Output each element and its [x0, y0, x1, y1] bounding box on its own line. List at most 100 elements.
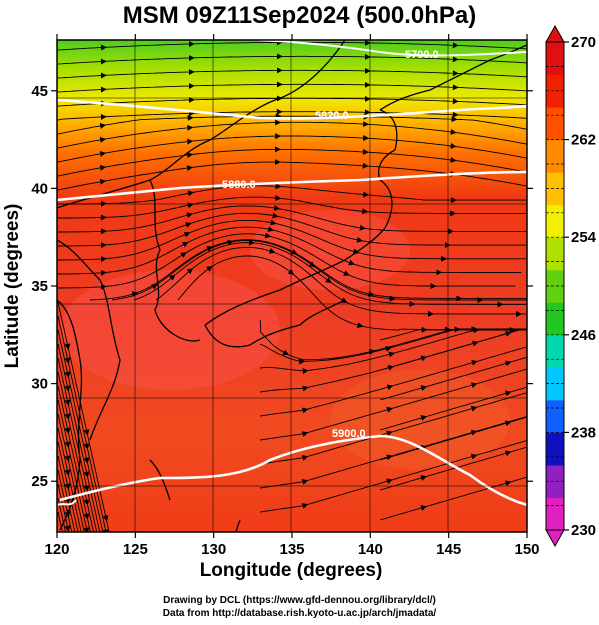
colorbar-label: 230 [571, 522, 596, 539]
streamline-arrow [386, 406, 393, 413]
streamline-arrow [83, 485, 90, 492]
colorbar-segment [546, 399, 564, 433]
streamline-arrow [420, 385, 428, 391]
streamline-arrow [206, 246, 213, 252]
streamline [57, 399, 88, 532]
streamline [57, 83, 527, 93]
streamline-arrow [64, 441, 71, 448]
streamline [155, 246, 527, 315]
streamline-arrow [186, 268, 194, 275]
colorbar-label: 270 [571, 34, 596, 51]
streamline-arrow [183, 231, 191, 238]
colorbar-segment [546, 302, 564, 336]
streamline-arrow [301, 503, 309, 509]
streamline-arrow [187, 190, 195, 197]
streamline-arrow [64, 525, 71, 532]
map-title: MSM 09Z11Sep2024 (500.0hPa) [122, 2, 477, 29]
streamline-arrow [64, 399, 71, 406]
streamline [58, 185, 527, 205]
colorbar-max-arrow [545, 24, 565, 43]
colorbar-label: 238 [571, 424, 596, 441]
streamline-arrow [64, 455, 71, 462]
streamline-arrow [270, 219, 277, 226]
contour-label: 5820.0 [315, 110, 349, 122]
streamline [57, 135, 527, 163]
x-tick-label: 120 [44, 541, 69, 558]
streamline-arrow [227, 239, 234, 246]
streamline-arrow [504, 450, 512, 457]
streamline-arrow [99, 164, 107, 171]
streamline-arrow [182, 241, 189, 248]
colorbar-label: 246 [571, 327, 596, 344]
streamline-arrow [83, 527, 90, 532]
contour-labels: 5700.0 5820.0 5880.0 5900.0 [222, 49, 439, 440]
streamline-arrow [268, 247, 276, 254]
streamline-arrow [308, 261, 316, 268]
streamline-arrow [348, 259, 355, 266]
x-tick-label: 130 [201, 541, 226, 558]
contour-label: 5880.0 [222, 179, 256, 191]
streamline-arrow [168, 274, 176, 281]
streamline-arrow [64, 343, 71, 350]
streamline-arrow [102, 515, 109, 522]
streamline-arrow [282, 349, 290, 356]
streamline-arrow [273, 205, 281, 211]
streamline-arrow [505, 330, 512, 337]
streamline-arrow [99, 136, 107, 143]
y-tick-label: 45 [31, 83, 48, 100]
streamline-arrow [420, 415, 428, 421]
streamline [57, 55, 527, 65]
streamline-arrow [302, 385, 309, 392]
streamline-arrow [470, 382, 478, 389]
streamline-arrow [99, 150, 107, 157]
streamline-arrow [420, 355, 428, 362]
streamline-arrow [386, 478, 393, 485]
streamline [379, 356, 527, 401]
streamline-arrow [386, 384, 394, 391]
colorbar-segment [546, 367, 564, 401]
streamline [379, 328, 527, 371]
streamline-arrow [83, 513, 90, 520]
streamline [57, 413, 85, 532]
streamline-arrow [504, 390, 512, 397]
streamline-arrow [272, 212, 279, 219]
credit-line-1: Drawing by DCL (https://www.gfd-dennou.o… [163, 595, 436, 606]
streamline-arrow [504, 420, 512, 427]
streamline-arrow [187, 202, 194, 209]
x-tick-label: 145 [436, 541, 461, 558]
streamline-arrow [301, 479, 309, 485]
streamline-arrow [386, 454, 393, 461]
colorbar-segment [546, 42, 564, 76]
streamline-arrow [180, 252, 187, 258]
streamline [379, 386, 527, 431]
streamline-arrow [302, 368, 309, 375]
streamline-arrow [83, 443, 90, 450]
streamline-arrow [99, 178, 107, 185]
streamline-arrow [83, 429, 90, 436]
warm-patch [60, 270, 280, 390]
colorbar-segment [546, 432, 564, 466]
streamline [379, 476, 527, 521]
streamline-arrow [83, 457, 90, 464]
streamline-arrow [64, 357, 71, 364]
streamline-arrow [301, 431, 309, 437]
streamline-arrow [356, 236, 364, 243]
streamline [379, 416, 527, 461]
streamline-arrow [471, 359, 478, 366]
streamline-arrow [450, 156, 457, 163]
y-axis-label: Latitude (degrees) [2, 204, 23, 369]
colorbar: 230 238 246 254 262 270 [545, 24, 597, 548]
credit-line-2: Data from http://database.rish.kyoto-u.a… [162, 608, 437, 619]
streamline-arrow [368, 348, 376, 355]
colorbar-segment [546, 497, 564, 531]
streamline [57, 121, 527, 149]
x-axis-label: Longitude (degrees) [200, 560, 383, 581]
streamline-arrow [64, 371, 71, 378]
y-tick-label: 35 [31, 278, 48, 295]
streamline-arrow [83, 499, 90, 506]
streamline [57, 469, 73, 532]
streamline [89, 239, 527, 301]
streamline [58, 196, 527, 219]
streamline [57, 427, 82, 532]
streamline [57, 329, 104, 532]
